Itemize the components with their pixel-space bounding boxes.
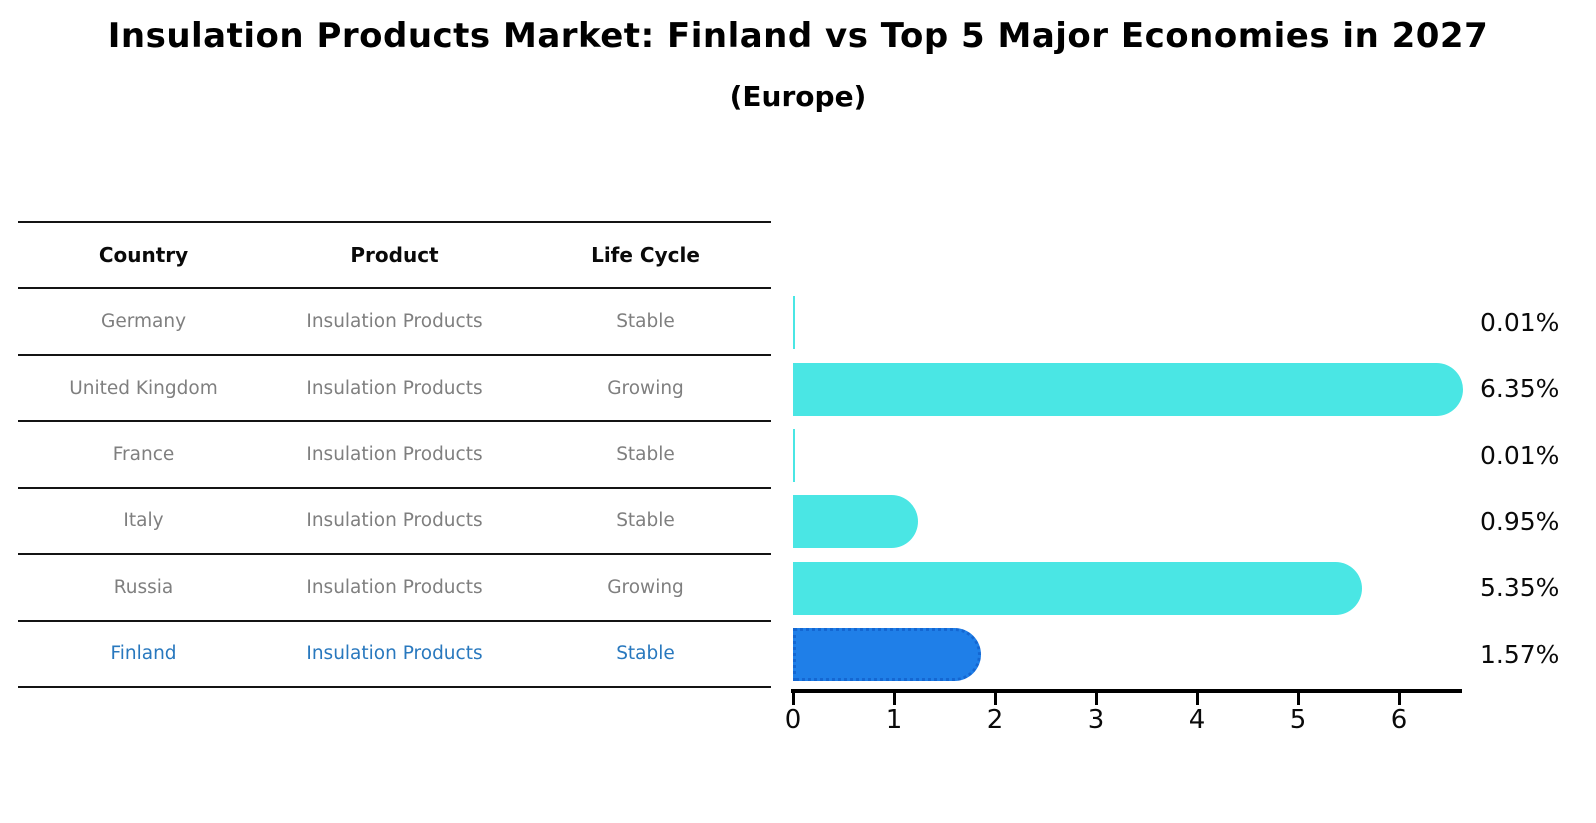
cell-life-cycle: Stable [616,443,675,465]
x-tick-label-5: 5 [1289,705,1307,735]
x-tick-label-4: 4 [1188,705,1206,735]
bar-russia [793,561,1363,615]
chart-subtitle: (Europe) [729,80,867,113]
x-tick-0 [791,693,795,705]
table-row: Germany Insulation Products Stable [18,289,771,356]
cell-country: France [112,443,175,465]
x-tick-label-1: 1 [885,705,903,735]
x-tick-label-2: 2 [986,705,1004,735]
cell-product: Insulation Products [306,377,483,399]
x-tick-5 [1296,693,1300,705]
x-axis-line [791,689,1462,693]
value-label-russia: 5.35% [1480,573,1560,603]
cell-country: Italy [123,510,164,532]
cell-product: Insulation Products [306,576,483,598]
cell-life-cycle: Stable [616,510,675,532]
table-row: United Kingdom Insulation Products Growi… [18,356,771,423]
value-label-italy: 0.95% [1480,506,1560,536]
cell-product: Insulation Products [306,643,483,665]
x-tick-label-6: 6 [1390,705,1408,735]
x-tick-label-3: 3 [1087,705,1105,735]
bar-united-kingdom [793,362,1464,416]
country-table: Country Product Life Cycle Germany Insul… [18,221,771,688]
column-header-product: Product [350,243,439,268]
cell-life-cycle: Growing [607,576,684,598]
value-label-france: 0.01% [1480,440,1560,470]
cell-product: Insulation Products [306,311,483,333]
value-label-finland: 1.57% [1480,639,1560,669]
cell-product: Insulation Products [306,443,483,465]
table-row: Russia Insulation Products Growing [18,555,771,622]
bar-france [793,429,795,482]
value-label-germany: 0.01% [1480,307,1560,337]
value-label-united-kingdom: 6.35% [1480,374,1560,404]
chart-title: Insulation Products Market: Finland vs T… [107,16,1489,56]
table-row: Italy Insulation Products Stable [18,489,771,556]
cell-country: Finland [110,643,177,665]
table-body: Germany Insulation Products Stable Unite… [18,289,771,688]
bar-italy [793,495,918,549]
bar-germany [793,296,795,350]
cell-country: Germany [100,311,187,333]
cell-country: Russia [113,576,174,598]
column-header-country: Country [98,243,189,268]
bar-finland [793,628,981,682]
x-tick-3 [1094,693,1098,705]
table-header-row: Country Product Life Cycle [18,223,771,290]
cell-life-cycle: Stable [616,643,675,665]
x-tick-6 [1397,693,1401,705]
x-tick-2 [993,693,997,705]
table-row: France Insulation Products Stable [18,422,771,489]
cell-country: United Kingdom [69,377,218,399]
table-row: Finland Insulation Products Stable [18,622,771,688]
x-tick-1 [892,693,896,705]
x-tick-label-0: 0 [784,705,802,735]
column-header-life-cycle: Life Cycle [591,243,700,268]
cell-life-cycle: Stable [616,311,675,333]
x-tick-4 [1195,693,1199,705]
cell-life-cycle: Growing [607,377,684,399]
cell-product: Insulation Products [306,510,483,532]
